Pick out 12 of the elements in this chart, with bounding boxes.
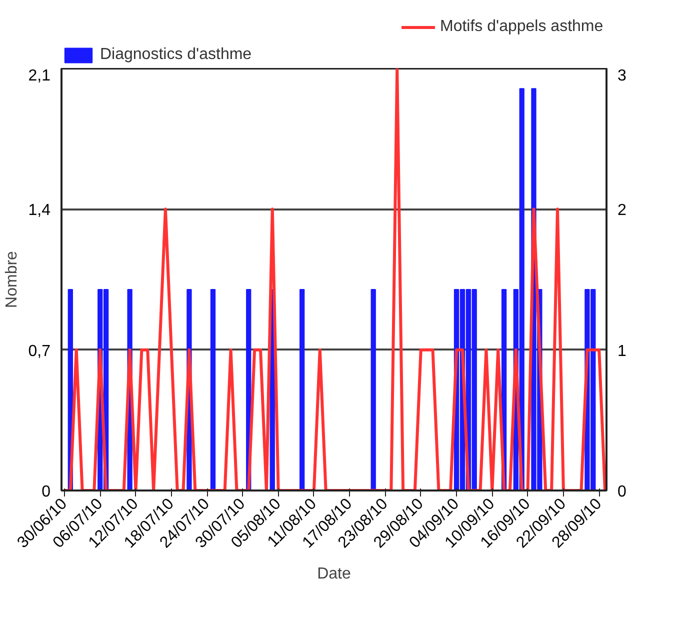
y-axis-title: Nombre [3,250,20,308]
y2-tick-label: 0 [618,484,626,500]
legend-label: Diagnostics d'asthme [100,46,252,64]
y-tick-label: 2,1 [28,68,51,84]
y2-tick-label: 2 [618,202,626,220]
y-tick-label: 0,7 [28,342,51,360]
y2-tick-label: 3 [618,68,626,84]
y-tick-label: 0 [42,484,51,500]
x-axis-title: Date [317,566,351,583]
legend-label: Motifs d'appels asthme [440,18,604,36]
y-tick-label: 1,4 [28,202,51,220]
y2-tick-label: 1 [618,342,626,360]
